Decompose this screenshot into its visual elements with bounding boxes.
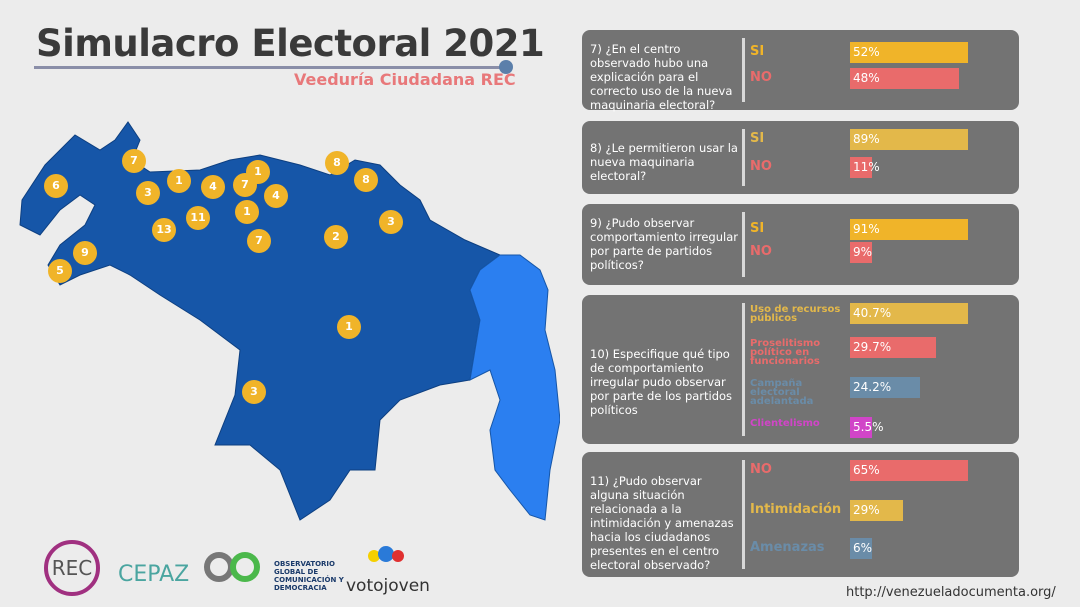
map-marker: 7 <box>122 149 146 173</box>
option-label: SI <box>750 131 765 146</box>
map-marker: 1 <box>235 200 259 224</box>
map-marker: 8 <box>354 168 378 192</box>
option-bar: 6% <box>850 538 872 559</box>
option-bar: 48% <box>850 68 959 89</box>
option-label: Clientelismo <box>750 418 820 429</box>
divider <box>742 212 745 277</box>
question-panel-11: 11) ¿Pudo observar alguna situación rela… <box>582 452 1019 577</box>
map-marker: 13 <box>152 218 176 242</box>
map-marker: 7 <box>247 229 271 253</box>
map-marker: 3 <box>379 210 403 234</box>
ogc-logo-mark <box>204 552 266 588</box>
question-text: 9) ¿Pudo observar comportamiento irregul… <box>590 216 738 272</box>
map-marker: 3 <box>136 181 160 205</box>
title-underline <box>34 66 504 69</box>
divider <box>742 129 745 186</box>
map-marker: 9 <box>73 241 97 265</box>
map-marker: 2 <box>324 225 348 249</box>
map-marker: 8 <box>325 151 349 175</box>
option-label: SI <box>750 221 765 236</box>
option-label: Intimidación <box>750 502 842 517</box>
rec-logo: REC <box>44 540 100 596</box>
question-text: 10) Especifique qué tipo de comportamien… <box>590 347 733 417</box>
option-bar: 40.7% <box>850 303 968 324</box>
votojoven-icon <box>368 546 408 570</box>
map-marker: 4 <box>201 175 225 199</box>
title-underline-dot <box>499 60 513 74</box>
option-label: Uso de recursos públicos <box>750 304 841 324</box>
page-title: Simulacro Electoral 2021 <box>36 22 545 65</box>
question-panel-7: 7) ¿En el centro observado hubo una expl… <box>582 30 1019 112</box>
map-marker: 5 <box>48 259 72 283</box>
question-panel-9: 9) ¿Pudo observar comportamiento irregul… <box>582 204 1019 285</box>
option-label: Campaña electoral adelantada <box>750 378 814 407</box>
option-label: Proselitismo político en funcionarios <box>750 338 821 367</box>
option-bar: 29% <box>850 500 903 521</box>
option-label: Amenazas <box>750 540 825 555</box>
option-label: NO <box>750 244 772 259</box>
map-marker: 1 <box>246 160 270 184</box>
map-marker: 4 <box>264 184 288 208</box>
option-label: SI <box>750 44 765 59</box>
map-marker: 11 <box>186 206 210 230</box>
option-label: NO <box>750 462 772 477</box>
option-bar: 9% <box>850 242 872 263</box>
map-marker: 6 <box>44 174 68 198</box>
question-panel-8: 8) ¿Le permitieron usar la nueva maquina… <box>582 121 1019 194</box>
source-url[interactable]: http://venezueladocumenta.org/ <box>846 585 1056 600</box>
divider <box>742 303 745 436</box>
option-bar: 11% <box>850 157 880 178</box>
question-panel-10: 10) Especifique qué tipo de comportamien… <box>582 295 1019 444</box>
venezuela-map <box>19 121 560 521</box>
cepaz-logo: CEPAZ <box>118 562 190 587</box>
option-bar: 65% <box>850 460 968 481</box>
map-marker: 1 <box>337 315 361 339</box>
ogc-logo-text: OBSERVATORIO GLOBAL DE COMUNICACIÓN Y DE… <box>274 560 344 592</box>
question-text: 11) ¿Pudo observar alguna situación rela… <box>590 474 734 572</box>
question-text: 8) ¿Le permitieron usar la nueva maquina… <box>590 141 738 183</box>
map-marker: 3 <box>242 380 266 404</box>
option-bar: 29.7% <box>850 337 937 358</box>
divider <box>742 460 745 569</box>
option-bar: 89% <box>850 129 968 150</box>
option-label: NO <box>750 159 772 174</box>
map-marker: 1 <box>167 169 191 193</box>
option-label: NO <box>750 70 772 85</box>
option-bar: 24.2% <box>850 377 921 398</box>
question-text: 7) ¿En el centro observado hubo una expl… <box>590 42 733 112</box>
map-esequibo <box>469 254 560 521</box>
votojoven-logo: votojoven <box>346 576 430 596</box>
option-bar: 52% <box>850 42 968 63</box>
option-bar: 5.5% <box>850 417 884 438</box>
page-subtitle: Veeduría Ciudadana REC <box>294 70 516 89</box>
option-bar: 91% <box>850 219 968 240</box>
divider <box>742 38 745 102</box>
